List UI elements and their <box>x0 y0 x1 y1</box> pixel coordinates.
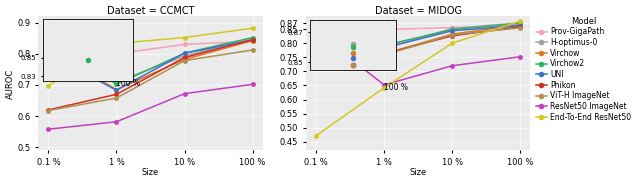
Title: Dataset = MIDOG: Dataset = MIDOG <box>374 5 461 16</box>
Text: 100 %: 100 % <box>116 79 140 89</box>
X-axis label: Size: Size <box>142 168 159 178</box>
Title: Dataset = CCMCT: Dataset = CCMCT <box>107 5 195 16</box>
Y-axis label: AUROC: AUROC <box>6 68 15 98</box>
Text: 100 %: 100 % <box>384 83 408 92</box>
X-axis label: Size: Size <box>410 168 427 178</box>
Legend: Prov-GigaPath, H-optimus-0, Virchow, Virchow2, UNI, Phikon, ViT-H ImageNet, ResN: Prov-GigaPath, H-optimus-0, Virchow, Vir… <box>532 14 634 125</box>
